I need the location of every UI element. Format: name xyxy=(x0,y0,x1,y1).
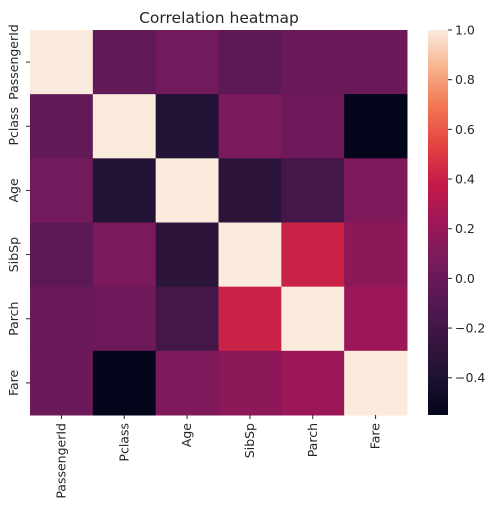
heatmap-cell xyxy=(344,350,408,416)
heatmap-cell xyxy=(218,30,282,95)
heatmap-cell xyxy=(92,158,157,223)
heatmap-cell xyxy=(218,158,282,223)
colorbar-tick-label: 0.2 xyxy=(455,221,475,236)
heatmap-cell xyxy=(344,286,408,352)
heatmap-cell xyxy=(344,158,408,223)
y-tick-label: Parch xyxy=(6,302,21,336)
x-tick-label: Fare xyxy=(368,423,383,450)
heatmap-cell xyxy=(218,94,282,159)
heatmap-cell xyxy=(92,94,157,159)
x-tick-label: Pclass xyxy=(116,423,131,462)
colorbar xyxy=(428,30,448,415)
colorbar-tick-label: 1.0 xyxy=(455,23,475,38)
heatmap-cell xyxy=(30,350,94,416)
heatmap-cell xyxy=(155,222,219,288)
heatmap-cell xyxy=(281,158,345,223)
chart-title: Correlation heatmap xyxy=(139,9,299,27)
heatmap-cell xyxy=(218,350,282,416)
colorbar-tick-label: 0.0 xyxy=(455,271,475,286)
x-tick-label: Age xyxy=(179,423,194,447)
heatmap-cell xyxy=(30,94,94,159)
heatmap-cell xyxy=(218,222,282,288)
heatmap-cell xyxy=(344,30,408,95)
y-tick-label: SibSp xyxy=(6,237,21,272)
heatmap-cell xyxy=(281,94,345,159)
x-axis: PassengerId Pclass Age SibSp Parch Fare xyxy=(53,415,383,499)
colorbar-tick-label: −0.4 xyxy=(455,370,485,385)
heatmap-cell xyxy=(92,350,157,416)
heatmap-cell xyxy=(30,286,94,352)
y-axis: PassengerId Pclass Age SibSp Parch Fare xyxy=(6,24,30,396)
x-tick-label: Parch xyxy=(305,423,320,457)
heatmap-cell xyxy=(30,30,94,95)
colorbar-tick-label: 0.6 xyxy=(455,122,475,137)
heatmap-cell xyxy=(344,94,408,159)
heatmap-cell xyxy=(30,222,94,288)
y-tick-label: PassengerId xyxy=(6,24,21,100)
heatmap-cell xyxy=(155,286,219,352)
heatmap-cell xyxy=(92,222,157,288)
x-tick-label: SibSp xyxy=(242,423,257,458)
colorbar-tick-label: 0.8 xyxy=(455,72,475,87)
heatmap-cells xyxy=(30,30,408,416)
heatmap-cell xyxy=(281,30,345,95)
heatmap-cell xyxy=(155,30,219,95)
colorbar-axis: 1.0 0.8 0.6 0.4 0.2 0.0 −0.2 −0.4 xyxy=(448,23,485,385)
heatmap-cell xyxy=(218,286,282,352)
colorbar-tick-label: 0.4 xyxy=(455,172,475,187)
y-tick-label: Fare xyxy=(6,369,21,396)
y-tick-label: Pclass xyxy=(6,107,21,146)
heatmap-cell xyxy=(281,286,345,352)
heatmap-cell xyxy=(281,350,345,416)
heatmap-cell xyxy=(344,222,408,288)
heatmap-cell xyxy=(155,350,219,416)
heatmap-cell xyxy=(155,94,219,159)
heatmap-cell xyxy=(92,30,157,95)
heatmap-cell xyxy=(155,158,219,223)
heatmap-cell xyxy=(30,158,94,223)
heatmap-cell xyxy=(92,286,157,352)
x-tick-label: PassengerId xyxy=(53,423,68,499)
heatmap-cell xyxy=(281,222,345,288)
y-tick-label: Age xyxy=(6,178,21,202)
colorbar-tick-label: −0.2 xyxy=(455,321,485,336)
